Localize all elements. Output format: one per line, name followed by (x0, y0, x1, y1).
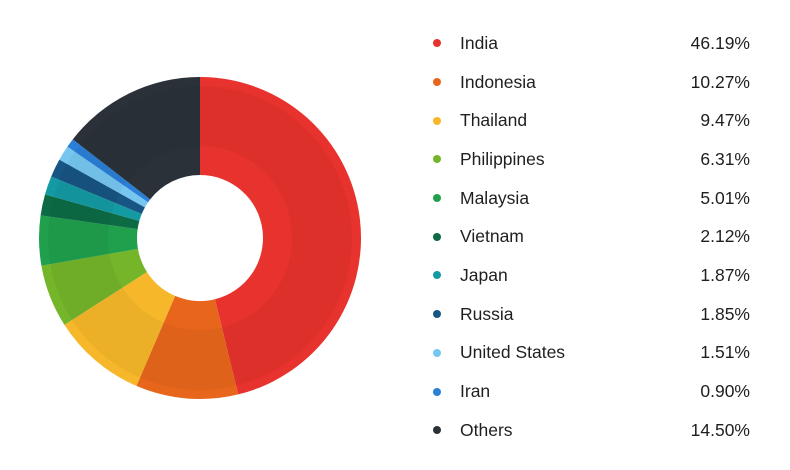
legend-dot-icon (433, 271, 441, 280)
slice-philippines (41, 248, 147, 325)
legend-item: India 46.19% (428, 24, 750, 63)
slice-indonesia (136, 295, 239, 399)
legend-item: Japan 1.87% (428, 256, 750, 295)
legend-value: 6.31% (700, 148, 750, 169)
legend-label: Philippines (460, 148, 545, 169)
legend-item: Iran 0.90% (428, 372, 750, 411)
legend-label: Iran (460, 381, 491, 402)
legend-value: 1.87% (700, 264, 750, 285)
legend-value: 10.27% (690, 71, 750, 92)
legend-item: Malaysia 5.01% (428, 179, 750, 218)
legend-item: Philippines 6.31% (428, 140, 750, 179)
slice-vietnam (40, 194, 140, 230)
legend: India 46.19% Indonesia 10.27% Thailand 9.47% P… (428, 24, 750, 450)
donut-chart (38, 77, 361, 399)
slice-iran (67, 139, 151, 203)
legend-value: 1.51% (700, 342, 750, 363)
legend-label: Vietnam (460, 226, 524, 247)
legend-value: 0.90% (700, 381, 750, 402)
donut-shading (48, 86, 352, 390)
legend-label: India (460, 32, 498, 53)
legend-dot-icon (433, 387, 441, 396)
legend-item: Russia 1.85% (428, 295, 750, 334)
legend-item: United States 1.51% (428, 334, 750, 373)
legend-label: Thailand (460, 110, 528, 131)
slice-japan (45, 176, 142, 221)
legend-value: 5.01% (700, 187, 750, 208)
legend-value: 2.12% (700, 226, 750, 247)
legend-label: Malaysia (460, 187, 530, 208)
legend-dot-icon (433, 78, 441, 87)
legend-dot-icon (433, 426, 441, 435)
legend-label: Indonesia (460, 71, 536, 92)
slice-thailand (64, 271, 176, 386)
legend-value: 46.19% (690, 32, 750, 53)
slice-india (200, 77, 361, 395)
slice-russia (51, 159, 145, 214)
legend-dot-icon (433, 348, 441, 357)
legend-dot-icon (433, 194, 441, 203)
legend-label: Japan (460, 264, 508, 285)
legend-label: United States (460, 342, 566, 363)
legend-value: 1.85% (700, 303, 750, 324)
legend-item: Others 14.50% (428, 411, 750, 450)
legend-item: Indonesia 10.27% (428, 63, 750, 102)
legend-item: Vietnam 2.12% (428, 217, 750, 256)
legend-dot-icon (433, 310, 441, 319)
legend-label: Russia (460, 303, 514, 324)
slice-malaysia (38, 215, 138, 266)
legend-dot-icon (433, 39, 441, 48)
legend-label: Others (460, 419, 513, 440)
slice-united-states (59, 146, 149, 208)
legend-value: 9.47% (700, 110, 750, 131)
legend-dot-icon (433, 155, 441, 164)
slice-others (72, 77, 200, 200)
legend-value: 14.50% (690, 419, 750, 440)
legend-dot-icon (433, 116, 441, 125)
legend-dot-icon (433, 232, 441, 241)
legend-item: Thailand 9.47% (428, 101, 750, 140)
